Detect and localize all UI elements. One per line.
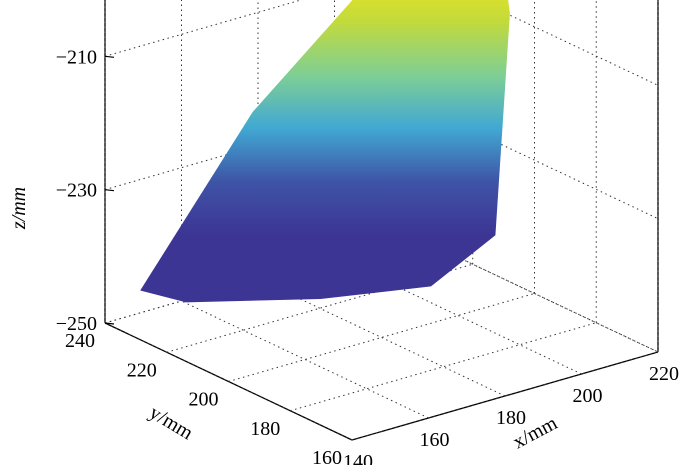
- grid-line: [290, 322, 597, 412]
- grid-line: [104, 322, 353, 441]
- x-tick-label: 160: [420, 429, 450, 451]
- x-tick-label: 200: [573, 385, 603, 407]
- y-tick-label: 160: [312, 447, 342, 465]
- x-tick-label: 140: [343, 451, 373, 465]
- x-tick-label: 180: [496, 407, 526, 429]
- surface-plot: [140, 0, 510, 303]
- y-tick-label: 180: [250, 418, 280, 440]
- tick-labels: −250−230−210−190160180200220240140160180…: [56, 46, 679, 465]
- y-tick-label: 200: [189, 389, 219, 411]
- x-tick-label: 220: [649, 363, 679, 385]
- grid-line: [334, 256, 582, 375]
- surface-patch: [140, 0, 510, 303]
- z-axis-label: z/mm: [8, 187, 30, 230]
- grid-line: [257, 278, 506, 397]
- z-tick-label: −250: [56, 313, 97, 335]
- grid-line: [228, 293, 535, 382]
- y-tick-label: 240: [65, 330, 95, 352]
- grid-line: [351, 351, 659, 441]
- grid-line: [181, 300, 429, 419]
- y-tick-label: 220: [127, 359, 157, 381]
- grid-line: [410, 234, 659, 353]
- z-tick-mark: [104, 189, 115, 192]
- z-tick-label: −210: [56, 46, 97, 68]
- z-tick-label: −230: [56, 180, 97, 202]
- z-tick-mark: [104, 322, 115, 325]
- z-tick-mark: [104, 55, 115, 58]
